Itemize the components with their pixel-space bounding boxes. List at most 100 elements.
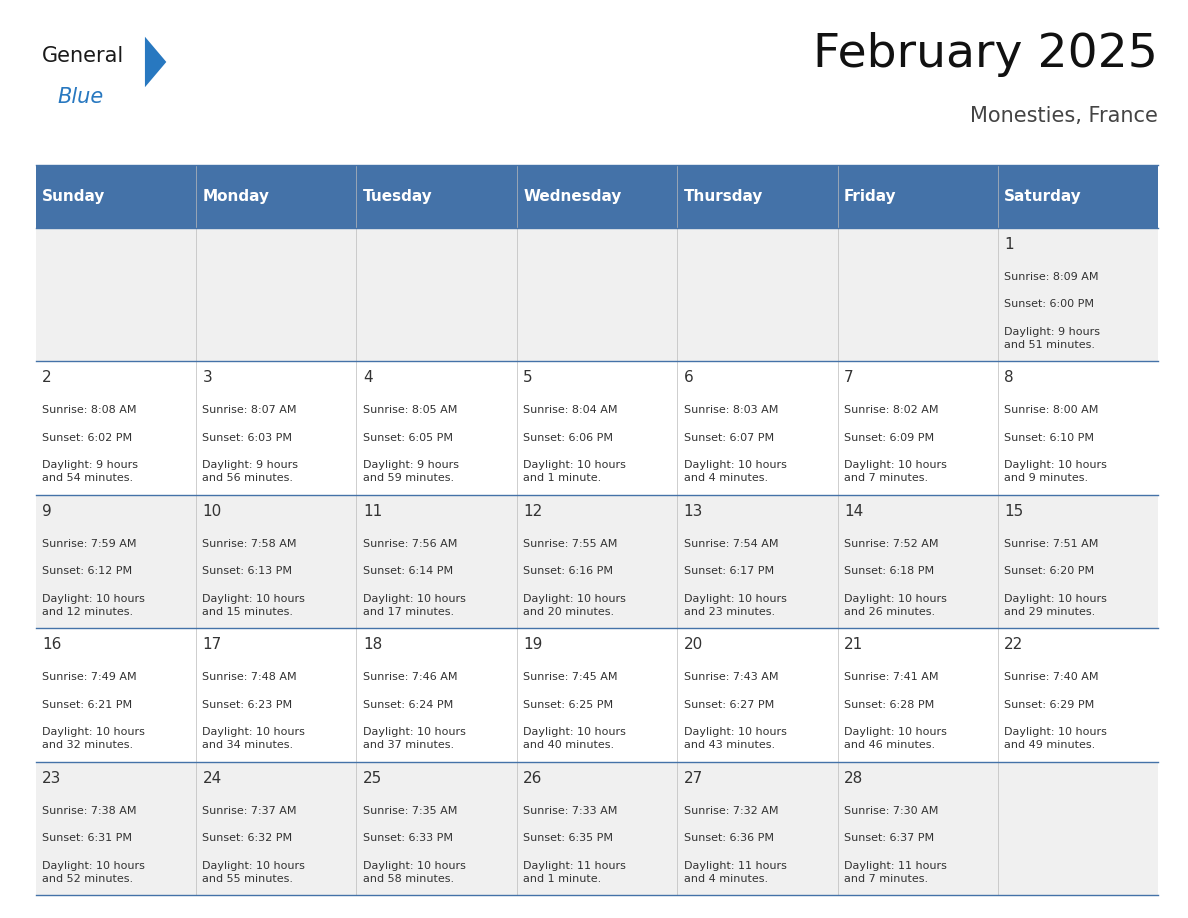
Text: Monesties, France: Monesties, France: [971, 106, 1158, 126]
Text: Sunset: 6:25 PM: Sunset: 6:25 PM: [523, 700, 613, 710]
Text: 20: 20: [683, 637, 703, 653]
Text: Daylight: 10 hours
and 9 minutes.: Daylight: 10 hours and 9 minutes.: [1004, 460, 1107, 484]
FancyBboxPatch shape: [36, 165, 196, 228]
Text: Sunset: 6:24 PM: Sunset: 6:24 PM: [362, 700, 453, 710]
Text: Sunday: Sunday: [42, 189, 106, 204]
Text: 5: 5: [523, 370, 533, 386]
Text: Sunrise: 7:55 AM: Sunrise: 7:55 AM: [523, 539, 618, 549]
Text: Sunset: 6:09 PM: Sunset: 6:09 PM: [843, 432, 934, 442]
Text: Sunrise: 8:04 AM: Sunrise: 8:04 AM: [523, 405, 618, 415]
Text: Daylight: 10 hours
and 49 minutes.: Daylight: 10 hours and 49 minutes.: [1004, 727, 1107, 750]
Text: Sunset: 6:05 PM: Sunset: 6:05 PM: [362, 432, 453, 442]
Text: Daylight: 9 hours
and 54 minutes.: Daylight: 9 hours and 54 minutes.: [42, 460, 138, 484]
Text: Daylight: 10 hours
and 46 minutes.: Daylight: 10 hours and 46 minutes.: [843, 727, 947, 750]
Text: Sunset: 6:17 PM: Sunset: 6:17 PM: [683, 566, 773, 577]
FancyBboxPatch shape: [356, 165, 517, 228]
Text: Daylight: 10 hours
and 1 minute.: Daylight: 10 hours and 1 minute.: [523, 460, 626, 484]
Text: 28: 28: [843, 771, 864, 786]
Text: Sunset: 6:03 PM: Sunset: 6:03 PM: [202, 432, 292, 442]
Text: Sunrise: 7:37 AM: Sunrise: 7:37 AM: [202, 806, 297, 815]
FancyBboxPatch shape: [36, 762, 1158, 895]
Text: Sunset: 6:20 PM: Sunset: 6:20 PM: [1004, 566, 1094, 577]
Text: Sunrise: 7:45 AM: Sunrise: 7:45 AM: [523, 672, 618, 682]
Text: Sunset: 6:27 PM: Sunset: 6:27 PM: [683, 700, 773, 710]
Text: Sunrise: 7:41 AM: Sunrise: 7:41 AM: [843, 672, 939, 682]
Text: Sunset: 6:36 PM: Sunset: 6:36 PM: [683, 834, 773, 843]
Text: Daylight: 11 hours
and 1 minute.: Daylight: 11 hours and 1 minute.: [523, 861, 626, 884]
FancyBboxPatch shape: [838, 165, 998, 228]
Text: Sunset: 6:28 PM: Sunset: 6:28 PM: [843, 700, 934, 710]
Text: 21: 21: [843, 637, 864, 653]
Text: Sunrise: 7:59 AM: Sunrise: 7:59 AM: [42, 539, 137, 549]
Text: Blue: Blue: [57, 87, 103, 107]
Text: 24: 24: [202, 771, 222, 786]
Text: Sunset: 6:12 PM: Sunset: 6:12 PM: [42, 566, 132, 577]
Text: Sunset: 6:35 PM: Sunset: 6:35 PM: [523, 834, 613, 843]
Text: 2: 2: [42, 370, 52, 386]
Text: Saturday: Saturday: [1004, 189, 1082, 204]
Text: Daylight: 10 hours
and 55 minutes.: Daylight: 10 hours and 55 minutes.: [202, 861, 305, 884]
Text: Sunrise: 7:35 AM: Sunrise: 7:35 AM: [362, 806, 457, 815]
Text: Daylight: 10 hours
and 32 minutes.: Daylight: 10 hours and 32 minutes.: [42, 727, 145, 750]
Text: Sunset: 6:37 PM: Sunset: 6:37 PM: [843, 834, 934, 843]
Text: Daylight: 10 hours
and 52 minutes.: Daylight: 10 hours and 52 minutes.: [42, 861, 145, 884]
Text: Sunset: 6:14 PM: Sunset: 6:14 PM: [362, 566, 453, 577]
Text: Sunrise: 8:03 AM: Sunrise: 8:03 AM: [683, 405, 778, 415]
Text: Sunset: 6:06 PM: Sunset: 6:06 PM: [523, 432, 613, 442]
Text: 4: 4: [362, 370, 373, 386]
Text: Sunrise: 7:58 AM: Sunrise: 7:58 AM: [202, 539, 297, 549]
Text: Daylight: 9 hours
and 51 minutes.: Daylight: 9 hours and 51 minutes.: [1004, 327, 1100, 350]
Text: 9: 9: [42, 504, 52, 519]
Text: 11: 11: [362, 504, 383, 519]
Text: Sunset: 6:32 PM: Sunset: 6:32 PM: [202, 834, 292, 843]
Text: Daylight: 10 hours
and 37 minutes.: Daylight: 10 hours and 37 minutes.: [362, 727, 466, 750]
Text: Sunrise: 7:30 AM: Sunrise: 7:30 AM: [843, 806, 939, 815]
Text: Sunset: 6:02 PM: Sunset: 6:02 PM: [42, 432, 132, 442]
Text: Daylight: 10 hours
and 26 minutes.: Daylight: 10 hours and 26 minutes.: [843, 594, 947, 617]
Text: Sunrise: 7:48 AM: Sunrise: 7:48 AM: [202, 672, 297, 682]
FancyBboxPatch shape: [517, 165, 677, 228]
Text: Sunrise: 7:43 AM: Sunrise: 7:43 AM: [683, 672, 778, 682]
Text: Sunset: 6:23 PM: Sunset: 6:23 PM: [202, 700, 292, 710]
Text: Sunset: 6:13 PM: Sunset: 6:13 PM: [202, 566, 292, 577]
Text: Sunrise: 7:56 AM: Sunrise: 7:56 AM: [362, 539, 457, 549]
Text: Daylight: 10 hours
and 17 minutes.: Daylight: 10 hours and 17 minutes.: [362, 594, 466, 617]
FancyBboxPatch shape: [36, 495, 1158, 628]
FancyBboxPatch shape: [36, 228, 1158, 361]
Text: 14: 14: [843, 504, 864, 519]
Text: Sunrise: 8:07 AM: Sunrise: 8:07 AM: [202, 405, 297, 415]
Text: Daylight: 10 hours
and 23 minutes.: Daylight: 10 hours and 23 minutes.: [683, 594, 786, 617]
Text: Sunset: 6:00 PM: Sunset: 6:00 PM: [1004, 299, 1094, 309]
Text: Daylight: 10 hours
and 20 minutes.: Daylight: 10 hours and 20 minutes.: [523, 594, 626, 617]
Text: Daylight: 9 hours
and 56 minutes.: Daylight: 9 hours and 56 minutes.: [202, 460, 298, 484]
Text: 3: 3: [202, 370, 213, 386]
Text: 12: 12: [523, 504, 543, 519]
Text: Sunset: 6:10 PM: Sunset: 6:10 PM: [1004, 432, 1094, 442]
Text: Sunrise: 7:54 AM: Sunrise: 7:54 AM: [683, 539, 778, 549]
Text: 26: 26: [523, 771, 543, 786]
Text: 10: 10: [202, 504, 222, 519]
Text: Sunset: 6:33 PM: Sunset: 6:33 PM: [362, 834, 453, 843]
Text: Sunrise: 8:00 AM: Sunrise: 8:00 AM: [1004, 405, 1099, 415]
Text: Sunrise: 7:40 AM: Sunrise: 7:40 AM: [1004, 672, 1099, 682]
Text: Sunrise: 8:08 AM: Sunrise: 8:08 AM: [42, 405, 137, 415]
Text: Daylight: 10 hours
and 43 minutes.: Daylight: 10 hours and 43 minutes.: [683, 727, 786, 750]
Text: Daylight: 11 hours
and 4 minutes.: Daylight: 11 hours and 4 minutes.: [683, 861, 786, 884]
Text: 18: 18: [362, 637, 383, 653]
Text: Daylight: 10 hours
and 58 minutes.: Daylight: 10 hours and 58 minutes.: [362, 861, 466, 884]
FancyBboxPatch shape: [677, 165, 838, 228]
Text: General: General: [42, 46, 124, 66]
Text: 6: 6: [683, 370, 694, 386]
Text: Tuesday: Tuesday: [362, 189, 432, 204]
Text: Sunrise: 7:32 AM: Sunrise: 7:32 AM: [683, 806, 778, 815]
Text: Daylight: 10 hours
and 12 minutes.: Daylight: 10 hours and 12 minutes.: [42, 594, 145, 617]
Text: Sunrise: 7:33 AM: Sunrise: 7:33 AM: [523, 806, 618, 815]
Text: Thursday: Thursday: [683, 189, 763, 204]
Text: 16: 16: [42, 637, 62, 653]
Text: 23: 23: [42, 771, 62, 786]
Text: Sunset: 6:31 PM: Sunset: 6:31 PM: [42, 834, 132, 843]
Text: Sunrise: 7:38 AM: Sunrise: 7:38 AM: [42, 806, 137, 815]
FancyBboxPatch shape: [998, 165, 1158, 228]
FancyBboxPatch shape: [36, 361, 1158, 495]
Text: Daylight: 10 hours
and 34 minutes.: Daylight: 10 hours and 34 minutes.: [202, 727, 305, 750]
